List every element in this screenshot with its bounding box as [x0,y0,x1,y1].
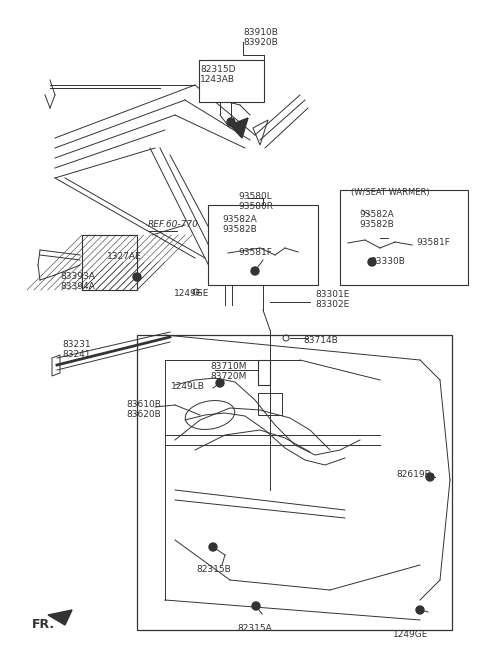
Circle shape [133,273,141,281]
Bar [137,335,452,630]
Text: 93582A
93582B: 93582A 93582B [359,210,394,229]
Circle shape [216,379,224,387]
Circle shape [368,258,376,266]
Text: 82315D
1243AB: 82315D 1243AB [200,65,236,85]
Text: 83710M
83720M: 83710M 83720M [210,362,247,382]
Polygon shape [230,118,248,138]
Text: FR.: FR. [32,618,55,631]
Text: 82315A: 82315A [237,624,272,633]
Text: 82619B: 82619B [396,470,431,479]
Bar [208,205,318,285]
Bar [340,190,468,285]
Text: 93580L
93580R: 93580L 93580R [238,192,273,211]
Text: 1327AE: 1327AE [107,252,142,261]
Bar [199,60,264,102]
Text: 83610B
83620B: 83610B 83620B [126,400,161,420]
Text: 83231
83241: 83231 83241 [62,340,91,360]
Text: 93330B: 93330B [370,257,405,266]
Circle shape [426,473,434,481]
Text: 83301E
83302E: 83301E 83302E [315,290,349,310]
Circle shape [416,606,424,614]
Text: 93581F: 93581F [416,238,450,247]
Bar [82,235,137,290]
Text: 83910B
83920B: 83910B 83920B [243,28,278,47]
Text: 83714B: 83714B [303,336,338,345]
Text: (W/SEAT WARMER): (W/SEAT WARMER) [351,188,430,197]
Text: 93582A
93582B: 93582A 93582B [222,215,257,234]
Polygon shape [222,250,228,256]
Circle shape [251,267,259,275]
Polygon shape [48,610,72,625]
Text: 1249GE: 1249GE [393,630,428,639]
Text: REF.60-770: REF.60-770 [148,220,199,229]
Text: 1249GE: 1249GE [174,289,209,298]
Text: 82315B: 82315B [196,565,231,574]
Circle shape [209,543,217,551]
Circle shape [227,118,235,126]
Text: 83393A
83394A: 83393A 83394A [60,272,95,292]
Text: 93581F: 93581F [238,248,272,257]
Circle shape [252,602,260,610]
Text: 1249LB: 1249LB [171,382,205,391]
